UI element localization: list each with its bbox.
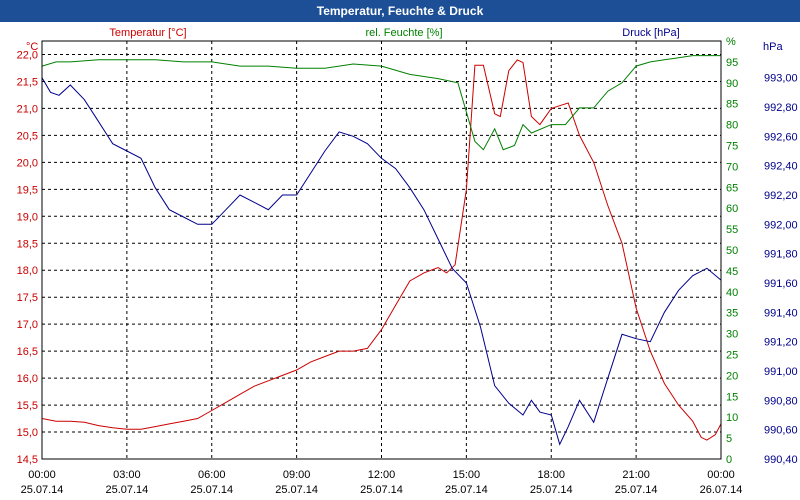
x-tick-time: 18:00: [537, 469, 565, 481]
temperature-tick-label: 21,5: [17, 76, 38, 88]
humidity-tick-label: 30: [726, 329, 738, 341]
temperature-tick-label: 21,0: [17, 103, 38, 115]
humidity-tick-label: 45: [726, 266, 738, 278]
series-line-rel-feuchte: [41, 55, 721, 151]
humidity-tick-label: 95: [726, 57, 738, 69]
temperature-tick-label: 16,0: [17, 373, 38, 385]
pressure-tick-label: 992,80: [764, 102, 798, 114]
x-tick-date: 25.07.14: [445, 484, 488, 496]
humidity-tick-label: 75: [726, 141, 738, 153]
pressure-tick-label: 993,00: [764, 73, 798, 85]
x-tick-date: 25.07.14: [21, 484, 64, 496]
pressure-tick-label: 990,80: [764, 395, 798, 407]
series-line-temperatur: [41, 59, 722, 441]
pressure-tick-label: 992,60: [764, 131, 798, 143]
x-tick-date: 25.07.14: [530, 484, 573, 496]
pressure-tick-label: 991,20: [764, 337, 798, 349]
temperature-unit: °C: [26, 41, 38, 53]
chart-title: Temperatur, Feuchte & Druck: [316, 4, 484, 18]
temperature-tick-label: 20,0: [17, 157, 38, 169]
humidity-tick-label: 70: [726, 161, 738, 173]
humidity-tick-label: 90: [726, 78, 738, 90]
x-tick-time: 06:00: [198, 469, 226, 481]
pressure-tick-label: 991,80: [764, 249, 798, 261]
x-tick-date: 25.07.14: [615, 484, 658, 496]
temperature-tick-label: 18,5: [17, 238, 38, 250]
series-line-druck: [41, 77, 722, 446]
temperature-tick-label: 15,0: [17, 427, 38, 439]
humidity-tick-label: 40: [726, 287, 738, 299]
temperature-tick-label: 15,5: [17, 400, 38, 412]
humidity-tick-label: 20: [726, 370, 738, 382]
humidity-axis-label: rel. Feuchte [%]: [365, 27, 442, 39]
x-tick-time: 12:00: [368, 469, 396, 481]
pressure-tick-label: 990,40: [764, 454, 798, 466]
x-tick-date: 25.07.14: [275, 484, 318, 496]
humidity-tick-label: %: [726, 36, 736, 48]
temperature-tick-label: 16,5: [17, 346, 38, 358]
temperature-axis-label: Temperatur [°C]: [109, 27, 186, 39]
x-tick-date: 26.07.14: [700, 484, 743, 496]
humidity-tick-label: 10: [726, 412, 738, 424]
temperature-tick-label: 17,0: [17, 319, 38, 331]
humidity-tick-label: 50: [726, 245, 738, 257]
humidity-tick-label: 5: [726, 433, 732, 445]
x-tick-time: 15:00: [453, 469, 481, 481]
x-tick-time: 00:00: [28, 469, 56, 481]
humidity-tick-label: 0: [726, 454, 732, 466]
x-tick-date: 25.07.14: [190, 484, 233, 496]
pressure-tick-label: 991,60: [764, 278, 798, 290]
temperature-tick-label: 17,5: [17, 292, 38, 304]
humidity-tick-label: 25: [726, 350, 738, 362]
pressure-axis-label: Druck [hPa]: [622, 27, 679, 39]
x-tick-date: 25.07.14: [105, 484, 148, 496]
chart-area: °C Temperatur [°C] rel. Feuchte [%] hPa Druc…: [17, 27, 798, 496]
x-tick-date: 25.07.14: [360, 484, 403, 496]
humidity-tick-label: 55: [726, 224, 738, 236]
temperature-tick-label: 18,0: [17, 265, 38, 277]
temperature-tick-label: 20,5: [17, 130, 38, 142]
x-tick-time: 03:00: [113, 469, 141, 481]
humidity-tick-label: 65: [726, 182, 738, 194]
x-tick-time: 00:00: [707, 469, 735, 481]
pressure-tick-label: 991,40: [764, 307, 798, 319]
humidity-tick-label: 80: [726, 120, 738, 132]
pressure-tick-label: 992,00: [764, 219, 798, 231]
humidity-tick-label: 15: [726, 391, 738, 403]
temperature-tick-label: 22,0: [17, 49, 38, 61]
pressure-tick-label: 990,60: [764, 425, 798, 437]
chart-title-bar: Temperatur, Feuchte & Druck: [0, 0, 800, 22]
x-tick-time: 09:00: [283, 469, 311, 481]
x-tick-time: 21:00: [622, 469, 650, 481]
humidity-tick-label: 85: [726, 99, 738, 111]
temperature-tick-label: 19,5: [17, 184, 38, 196]
plot-frame: [41, 40, 722, 460]
pressure-unit: hPa: [763, 41, 783, 53]
humidity-tick-label: 35: [726, 308, 738, 320]
temperature-tick-label: 19,0: [17, 211, 38, 223]
temperature-tick-label: 14,5: [17, 454, 38, 466]
pressure-tick-label: 992,40: [764, 161, 798, 173]
pressure-tick-label: 991,00: [764, 366, 798, 378]
humidity-tick-label: 60: [726, 203, 738, 215]
pressure-tick-label: 992,20: [764, 190, 798, 202]
